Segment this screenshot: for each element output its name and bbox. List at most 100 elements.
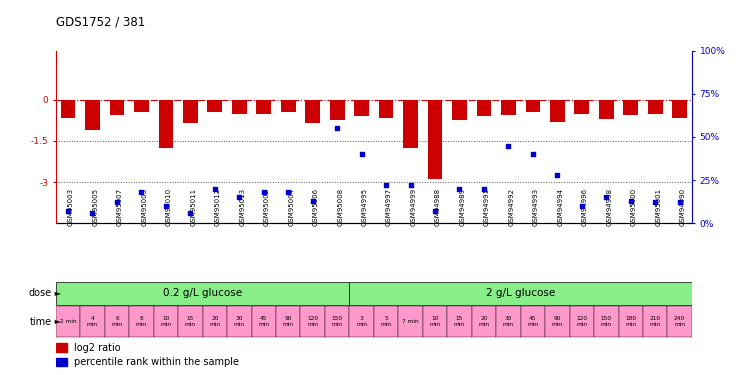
Text: GSM95002: GSM95002 (264, 188, 270, 226)
Point (576, 203, 588, 209)
Bar (325, 306, 350, 337)
Bar (80, 306, 105, 337)
Text: GSM94995: GSM94995 (362, 188, 368, 226)
Bar (56, 282, 350, 305)
Point (674, 200, 686, 206)
Point (209, 186, 221, 192)
Bar (550, 100, 565, 122)
Bar (350, 282, 692, 305)
Text: GSM95012: GSM95012 (215, 188, 221, 226)
Text: 8
min: 8 min (136, 316, 147, 327)
Bar (178, 306, 202, 337)
Point (478, 186, 490, 192)
Point (527, 151, 539, 157)
Point (429, 208, 441, 214)
Text: 45
min: 45 min (527, 316, 539, 327)
Point (551, 172, 563, 178)
Bar (599, 100, 614, 119)
Bar (61, 100, 75, 118)
Text: GSM94992: GSM94992 (508, 188, 514, 226)
Bar (472, 306, 496, 337)
Text: 120
min: 120 min (577, 316, 587, 327)
Point (625, 198, 637, 204)
Bar (281, 100, 295, 112)
Bar (623, 100, 638, 115)
Bar (350, 306, 374, 337)
Point (234, 194, 246, 200)
Bar (251, 306, 276, 337)
Bar (56, 343, 67, 352)
Bar (227, 306, 251, 337)
Bar (232, 100, 247, 114)
Point (282, 189, 294, 195)
Bar (574, 100, 589, 114)
Bar (85, 100, 100, 130)
Text: percentile rank within the sample: percentile rank within the sample (74, 357, 239, 367)
Bar (134, 100, 149, 112)
Text: time: time (30, 316, 52, 327)
Bar (496, 306, 521, 337)
Text: 20
min: 20 min (209, 316, 220, 327)
Text: 210
min: 210 min (650, 316, 661, 327)
Text: GSM94989: GSM94989 (460, 188, 466, 226)
Text: GSM94993: GSM94993 (533, 188, 539, 226)
Point (600, 194, 612, 200)
Text: 90
min: 90 min (552, 316, 563, 327)
Text: GSM94994: GSM94994 (557, 188, 563, 226)
Text: 180
min: 180 min (625, 316, 636, 327)
Bar (129, 306, 154, 337)
Text: 120
min: 120 min (307, 316, 318, 327)
Point (454, 186, 466, 192)
Text: GSM95005: GSM95005 (92, 188, 98, 226)
Text: 30
min: 30 min (234, 316, 245, 327)
Point (405, 182, 417, 188)
Bar (423, 306, 447, 337)
Bar (643, 306, 667, 337)
Text: GSM95006: GSM95006 (312, 188, 318, 226)
Text: 0.2 g/L glucose: 0.2 g/L glucose (163, 288, 242, 298)
Bar (379, 100, 394, 118)
Bar (447, 306, 472, 337)
Bar (257, 100, 271, 114)
Bar (208, 100, 222, 112)
Bar (398, 306, 423, 337)
Text: 2 min: 2 min (60, 319, 77, 324)
Bar (667, 306, 692, 337)
Text: GSM95007: GSM95007 (117, 188, 123, 226)
Bar (354, 100, 369, 116)
Text: ►: ► (52, 317, 61, 326)
Bar (183, 100, 198, 123)
Text: 7 min: 7 min (403, 319, 419, 324)
Text: 4
min: 4 min (87, 316, 98, 327)
Point (258, 189, 270, 195)
Text: 2 g/L glucose: 2 g/L glucose (486, 288, 555, 298)
Bar (105, 306, 129, 337)
Text: GSM94998: GSM94998 (606, 188, 612, 226)
Text: 240
min: 240 min (674, 316, 685, 327)
Bar (301, 306, 325, 337)
Bar (525, 100, 540, 112)
Bar (570, 306, 594, 337)
Text: GSM95004: GSM95004 (288, 188, 294, 226)
Text: GSM95009: GSM95009 (141, 188, 147, 226)
Bar (305, 100, 320, 123)
Bar (56, 306, 80, 337)
Point (356, 151, 368, 157)
Bar (276, 306, 301, 337)
Text: 20
min: 20 min (478, 316, 490, 327)
Text: 90
min: 90 min (283, 316, 294, 327)
Text: GSM95010: GSM95010 (166, 188, 172, 226)
Text: GSM95003: GSM95003 (68, 188, 74, 226)
Bar (648, 100, 663, 114)
Point (160, 203, 172, 209)
Point (86, 210, 98, 216)
Point (650, 200, 661, 206)
Text: 10
min: 10 min (161, 316, 171, 327)
Text: GSM94999: GSM94999 (411, 188, 417, 226)
Text: 6
min: 6 min (112, 316, 123, 327)
Bar (673, 100, 687, 118)
Text: 15
min: 15 min (454, 316, 465, 327)
Bar (618, 306, 643, 337)
Point (62, 208, 74, 214)
Point (331, 125, 343, 131)
